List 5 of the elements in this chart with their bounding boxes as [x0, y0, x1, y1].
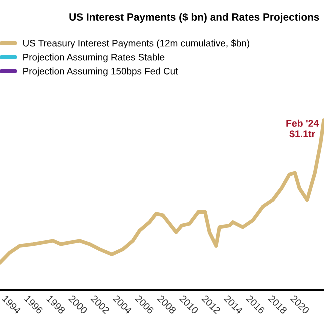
annotation: Feb '24 $1.1tr — [286, 120, 320, 138]
legend-label: US Treasury Interest Payments (12m cumulative, $bn) — [24, 40, 250, 49]
chart-title: US Interest Payments ($ bn) and Rates Projections — [70, 13, 320, 24]
legend-label: Projection Assuming Rates Stable — [24, 54, 165, 63]
legend-label: Projection Assuming 150bps Fed Cut — [24, 68, 178, 77]
